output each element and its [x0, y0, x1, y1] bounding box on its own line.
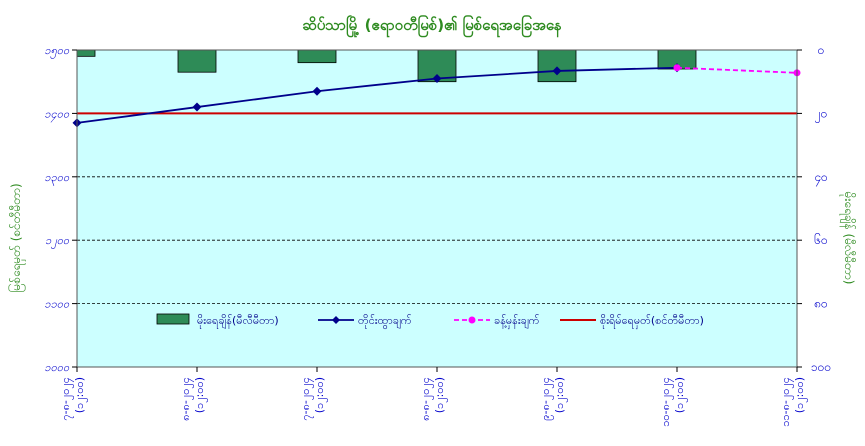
observed-point [312, 86, 322, 96]
x-tick-label: (၁၂:၀၀) [73, 377, 88, 413]
x-tick-label: (၁၂:၀၀) [193, 377, 208, 413]
observed-line [76, 66, 678, 124]
x-tick-label: (၁၂:၀၀) [313, 377, 328, 413]
y-left-tick-label: ၁၂၀၀ [45, 234, 70, 249]
legend-label: စိုးရိမ်ရေမှတ်(စင်တီမီတာ) [600, 314, 704, 329]
legend-item: တိုင်းထွာချက် [318, 314, 412, 329]
y-left-tick-label: ၁၄၀၀ [44, 107, 70, 122]
y-right-tick-label: ၁၀၀ [811, 360, 831, 374]
legend-swatch [156, 313, 190, 325]
x-tick-label: ၈-၈-၂၀၂၄ [419, 377, 434, 421]
gridlines [77, 176, 797, 305]
forecast-point [673, 64, 681, 72]
y-axis-right-label: မိုးရေချိန် (မီလီမီတာ) [839, 192, 857, 285]
x-tick-label: ၉-၈-၂၀၂၄ [539, 377, 554, 421]
observed-point [432, 74, 442, 84]
axes [72, 49, 802, 372]
legend: မိုးရေချိန်(မီလီမီတာ) တိုင်းထွာချက် ခန့်မှ… [156, 313, 704, 329]
x-tick-label: ၁၀-၈-၂၀၂၄ [659, 377, 674, 427]
rainfall-bar [537, 49, 577, 83]
y-left-tick-label: ၁၅၀၀ [44, 44, 70, 59]
y-right-tick-label: ၀ [818, 43, 825, 57]
forecast-line [676, 66, 798, 74]
rainfall-bar [177, 49, 217, 73]
y-right-tick-label: ၆၀ [814, 232, 828, 247]
x-tick-label: (၁၂:၀၀) [433, 377, 448, 413]
legend-label: တိုင်းထွာချက် [358, 314, 412, 329]
lines [72, 63, 801, 128]
legend-marker [468, 316, 476, 324]
y-right-tick-label: ၈၀ [814, 297, 828, 311]
x-tick-label: ၈-၈-၂၀၂၄ [179, 377, 194, 421]
x-tick-label: (၁၂:၀၀) [793, 377, 808, 413]
legend-item: မိုးရေချိန်(မီလီမီတာ) [156, 313, 279, 329]
y-left-tick-label: ၁၃၀၀ [44, 171, 70, 186]
x-tick-label: ၇-၈-၂၀၂၄ [299, 377, 314, 421]
x-tick-label: (၁၂:၀၀) [553, 377, 568, 413]
y-axis-left-label: မြစ်ရေမှတ် (စင်တီမီတာ) [7, 183, 26, 292]
y-left-tick-label: ၁၀၀၀ [44, 361, 70, 374]
legend-label: ခန့်မှန်းချက် [494, 314, 540, 329]
y-right-tick-label: ၂၀ [815, 106, 828, 123]
legend-item: စိုးရိမ်ရေမှတ်(စင်တီမီတာ) [560, 314, 704, 329]
bars [76, 49, 697, 83]
x-tick-label: ၇-၈-၂၀၂၄ [59, 377, 74, 421]
y-left-tick-label: ၁၁၀၀ [44, 298, 70, 311]
x-tick-label: ၁၁-၈-၂၀၂၄ [779, 377, 794, 427]
y-right-tick-label: ၄၀ [814, 170, 828, 187]
legend-marker [332, 316, 340, 324]
observed-point [552, 66, 562, 76]
x-tick-label: (၁၂:၀၀) [673, 377, 688, 413]
tick-labels: ၁၀၀၀ ၁၁၀၀ ၁၂၀၀ ၁၃၀၀ ၁၄၀၀ ၁၅၀၀ ၀၂၀၄၀၆၀၈၀၁၀၀၇-၈-… [44, 43, 831, 427]
legend-item: ခန့်မှန်းချက် [454, 314, 540, 329]
observed-point [192, 102, 202, 112]
rainfall-bar [297, 49, 337, 64]
legend-label: မိုးရေချိန်(မီလီမီတာ) [197, 314, 279, 329]
rainfall-bar [76, 49, 96, 57]
